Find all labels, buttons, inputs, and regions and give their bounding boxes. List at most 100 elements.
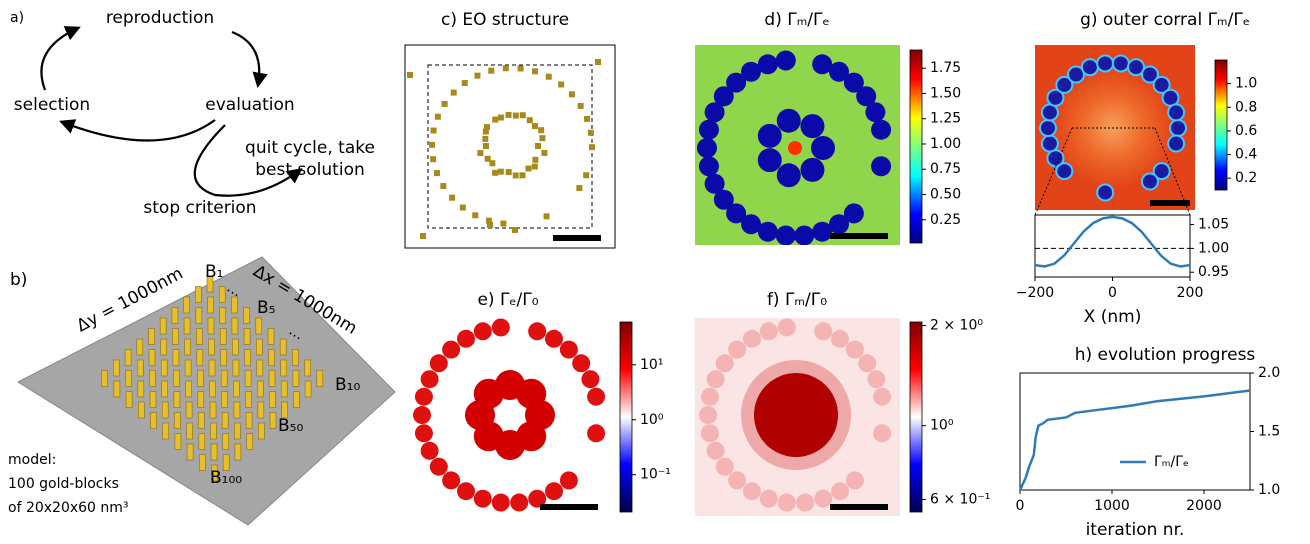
tick-label: 0.50 bbox=[930, 186, 961, 202]
gold-block bbox=[233, 380, 240, 398]
blob bbox=[759, 489, 778, 508]
eo-block bbox=[449, 194, 456, 201]
gold-block bbox=[174, 412, 181, 429]
gold-block bbox=[221, 412, 229, 429]
gold-block bbox=[174, 433, 182, 450]
gold-block bbox=[269, 412, 277, 429]
eo-block bbox=[519, 172, 526, 179]
gold-block bbox=[208, 359, 216, 377]
eo-block bbox=[497, 168, 504, 175]
label: … bbox=[286, 323, 306, 344]
x-axis-label: iteration nr. bbox=[1086, 520, 1185, 540]
eo-block bbox=[531, 123, 538, 130]
gold-block bbox=[125, 391, 133, 408]
gold-blocks bbox=[101, 275, 324, 482]
blob bbox=[413, 406, 431, 425]
tick-label: 200 bbox=[1177, 285, 1204, 301]
tick-label: 0 bbox=[1108, 285, 1117, 301]
panel-title: d) Γₘ/Γₑ bbox=[764, 10, 829, 30]
eo-block bbox=[407, 72, 413, 78]
eo-block bbox=[584, 115, 591, 122]
eo-block bbox=[433, 170, 440, 177]
blob bbox=[856, 86, 877, 107]
gold-block bbox=[257, 422, 265, 440]
gold-block bbox=[150, 412, 157, 429]
eo-block bbox=[434, 113, 441, 120]
blob bbox=[811, 136, 835, 160]
blob bbox=[706, 370, 725, 389]
tick-label: 1.5 bbox=[1258, 424, 1280, 440]
blob bbox=[1152, 162, 1171, 181]
gold-block bbox=[172, 328, 179, 345]
eo-block bbox=[429, 141, 436, 148]
blob bbox=[697, 138, 717, 159]
tick-label: 1.50 bbox=[930, 85, 961, 101]
map-e bbox=[405, 318, 612, 516]
blob bbox=[775, 225, 796, 245]
tick-label: 1.0 bbox=[1235, 76, 1257, 92]
tick-label: 1.75 bbox=[930, 60, 961, 76]
gold-block bbox=[173, 370, 180, 387]
blob bbox=[1080, 58, 1099, 77]
blob bbox=[828, 61, 849, 82]
gold-block bbox=[233, 401, 241, 419]
gold-block bbox=[220, 370, 228, 387]
eo-block bbox=[587, 129, 594, 136]
eo-block bbox=[488, 67, 495, 74]
blob bbox=[814, 322, 833, 341]
gold-block bbox=[255, 338, 263, 356]
blob bbox=[742, 329, 761, 348]
blob bbox=[559, 471, 578, 490]
eo-block bbox=[441, 100, 448, 107]
tick-label: 1.00 bbox=[930, 136, 961, 152]
gold-block bbox=[159, 317, 167, 335]
blob bbox=[777, 318, 796, 337]
label: model: bbox=[8, 452, 56, 468]
map-d bbox=[695, 45, 900, 245]
legend-label: Γₘ/Γₑ bbox=[1154, 454, 1189, 470]
gold-block bbox=[255, 317, 263, 335]
gold-block bbox=[195, 286, 202, 303]
eo-block bbox=[500, 220, 507, 227]
eo-block bbox=[502, 65, 509, 72]
tick-label: 10⁰ bbox=[640, 412, 664, 428]
eo-blocks bbox=[407, 59, 601, 239]
gold-block bbox=[171, 307, 179, 324]
tick-label: 10⁻¹ bbox=[640, 467, 671, 483]
eo-block bbox=[482, 143, 489, 150]
tick-label: 1000 bbox=[1094, 498, 1130, 514]
gold-block bbox=[219, 328, 227, 345]
eo-block bbox=[525, 165, 532, 172]
gold-block bbox=[113, 380, 121, 398]
label: B₅₀ bbox=[278, 416, 303, 436]
eo-block bbox=[505, 169, 512, 176]
gold-block bbox=[197, 370, 204, 387]
eo-block bbox=[482, 135, 489, 142]
blob bbox=[1161, 88, 1180, 107]
blob bbox=[491, 493, 510, 512]
blob bbox=[700, 387, 719, 406]
blob bbox=[1040, 134, 1059, 153]
eo-block bbox=[474, 72, 481, 79]
label: reproduction bbox=[106, 8, 214, 28]
blob bbox=[698, 156, 719, 177]
colorbar bbox=[619, 321, 633, 513]
gold-block bbox=[256, 359, 264, 377]
label: 100 gold-blocks bbox=[8, 476, 119, 492]
eo-block bbox=[482, 128, 489, 135]
blob bbox=[726, 203, 747, 224]
blob bbox=[743, 482, 762, 501]
gold-block bbox=[183, 317, 191, 335]
gold-block bbox=[160, 359, 168, 377]
eo-block bbox=[532, 68, 539, 75]
eo-block bbox=[430, 127, 437, 134]
blob bbox=[740, 61, 761, 82]
gold-block bbox=[268, 349, 275, 366]
blob bbox=[491, 318, 510, 337]
gold-block bbox=[185, 401, 193, 419]
gold-block bbox=[137, 359, 144, 377]
colorbar bbox=[1214, 59, 1228, 191]
eo-block bbox=[512, 227, 518, 233]
blob bbox=[1046, 149, 1065, 168]
